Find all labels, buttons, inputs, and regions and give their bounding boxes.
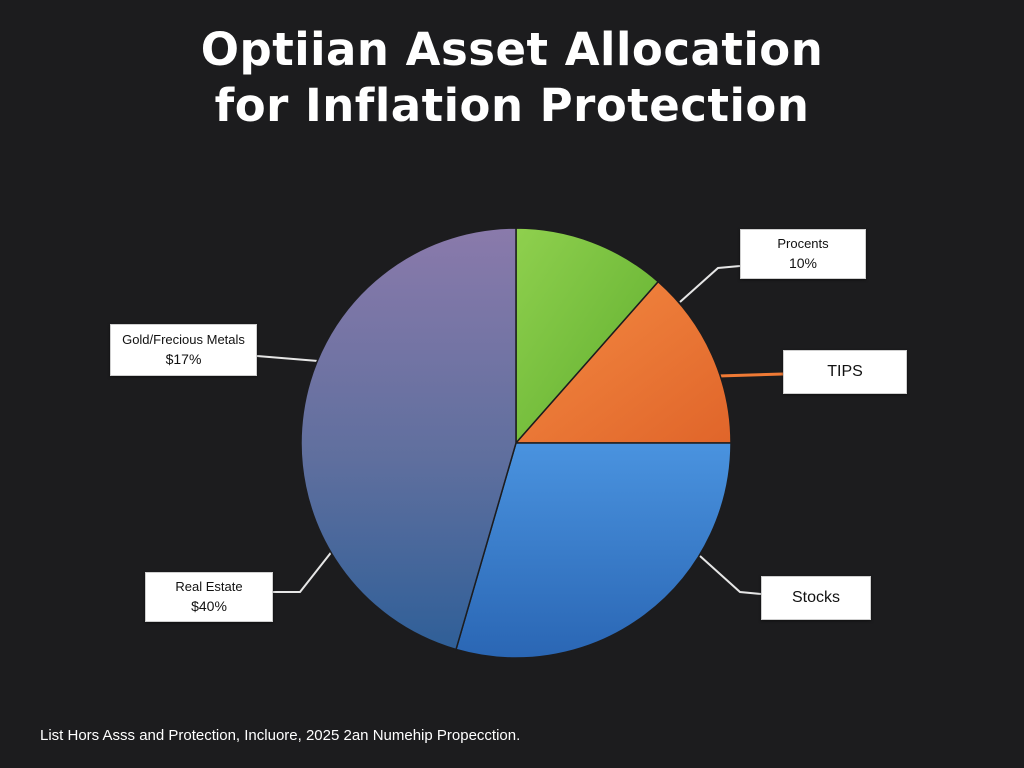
pie-slice-purple — [300, 227, 517, 651]
chart-title-line-2: for Inflation Protection — [214, 79, 810, 132]
pie-slice-orange — [514, 280, 732, 444]
callout-real-estate-value: $40% — [191, 598, 227, 614]
leader-line-stocks — [699, 555, 762, 595]
callout-real-estate: Real Estate $40% — [145, 572, 273, 622]
callout-procents-value: 10% — [788, 255, 818, 271]
pie-slice-green — [515, 227, 660, 445]
leader-line-tips — [717, 372, 784, 378]
callout-stocks-name: Stocks — [791, 589, 840, 606]
callout-tips: TIPS — [783, 350, 907, 394]
leader-line-real-estate — [273, 549, 334, 593]
pie-slices — [300, 227, 732, 659]
callout-gold-precious-metals: Gold/Frecious Metals $17% — [110, 324, 257, 376]
callout-stocks: Stocks — [761, 576, 871, 620]
callout-procents: Procents 10% — [740, 229, 866, 279]
callout-real-estate-name: Real Estate — [175, 579, 243, 594]
pie-slice-blue — [455, 442, 732, 659]
leader-line-gold — [256, 355, 319, 362]
chart-title-line-1: Optiian Asset Allocation — [200, 23, 824, 76]
callout-gold-value: $17% — [165, 351, 202, 367]
chart-footnote: List Hors Asss and Protection, Incluore,… — [40, 727, 521, 744]
leader-lines — [256, 265, 784, 595]
chart-title: Optiian Asset Allocation for Inflation P… — [0, 22, 1024, 134]
callout-tips-name: TIPS — [827, 363, 863, 380]
callout-gold-name: Gold/Frecious Metals — [122, 332, 245, 347]
leader-line-procents — [679, 265, 741, 303]
callout-procents-name: Procents — [777, 236, 829, 251]
